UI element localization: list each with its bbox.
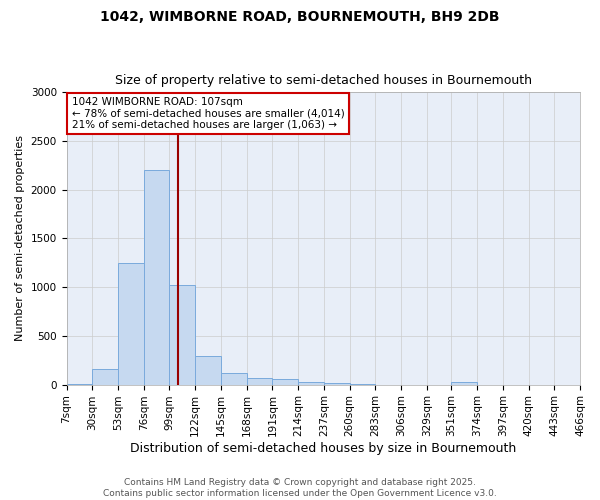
Y-axis label: Number of semi-detached properties: Number of semi-detached properties (15, 136, 25, 342)
Bar (324, 382, 350, 384)
Bar (118, 263, 144, 384)
Text: Contains HM Land Registry data © Crown copyright and database right 2025.
Contai: Contains HM Land Registry data © Crown c… (103, 478, 497, 498)
Bar (195, 356, 221, 384)
Bar (221, 373, 247, 384)
Bar (144, 170, 169, 384)
Bar (272, 379, 298, 384)
Title: Size of property relative to semi-detached houses in Bournemouth: Size of property relative to semi-detach… (115, 74, 532, 87)
Text: 1042, WIMBORNE ROAD, BOURNEMOUTH, BH9 2DB: 1042, WIMBORNE ROAD, BOURNEMOUTH, BH9 2D… (100, 10, 500, 24)
Bar (92, 369, 118, 384)
Bar (451, 382, 477, 384)
Bar (298, 382, 324, 384)
Text: 1042 WIMBORNE ROAD: 107sqm
← 78% of semi-detached houses are smaller (4,014)
21%: 1042 WIMBORNE ROAD: 107sqm ← 78% of semi… (71, 96, 344, 130)
Bar (169, 285, 195, 384)
X-axis label: Distribution of semi-detached houses by size in Bournemouth: Distribution of semi-detached houses by … (130, 442, 517, 455)
Bar (247, 378, 272, 384)
